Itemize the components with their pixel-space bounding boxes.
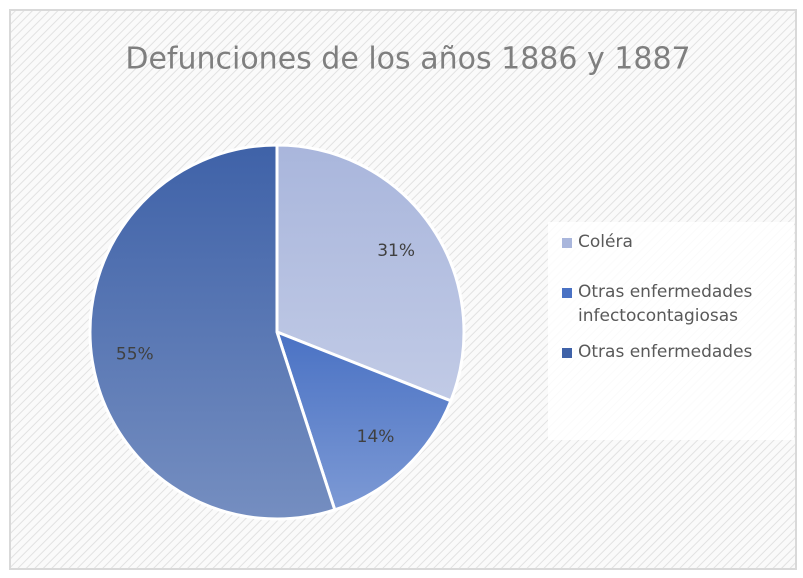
legend-item: Coléra <box>548 230 794 254</box>
legend-swatch <box>562 348 572 358</box>
legend-item: Otras enfermedades infectocontagiosas <box>548 280 794 328</box>
legend-label: Coléra <box>578 232 633 252</box>
legend: Coléra Otras enfermedades infectocontagio… <box>548 222 794 440</box>
pie-slice <box>88 143 337 521</box>
pie-slice <box>275 143 466 403</box>
chart-title: Defunciones de los años 1886 y 1887 <box>125 42 690 77</box>
data-label: 14% <box>357 427 395 447</box>
legend-label: Otras enfermedades <box>578 342 753 362</box>
legend-swatch <box>562 238 572 248</box>
data-label: 31% <box>377 241 415 261</box>
legend-item: Otras enfermedades <box>548 340 794 364</box>
legend-label: Otras enfermedades infectocontagiosas <box>578 282 753 326</box>
data-label: 55% <box>116 345 154 365</box>
legend-swatch <box>562 288 572 298</box>
